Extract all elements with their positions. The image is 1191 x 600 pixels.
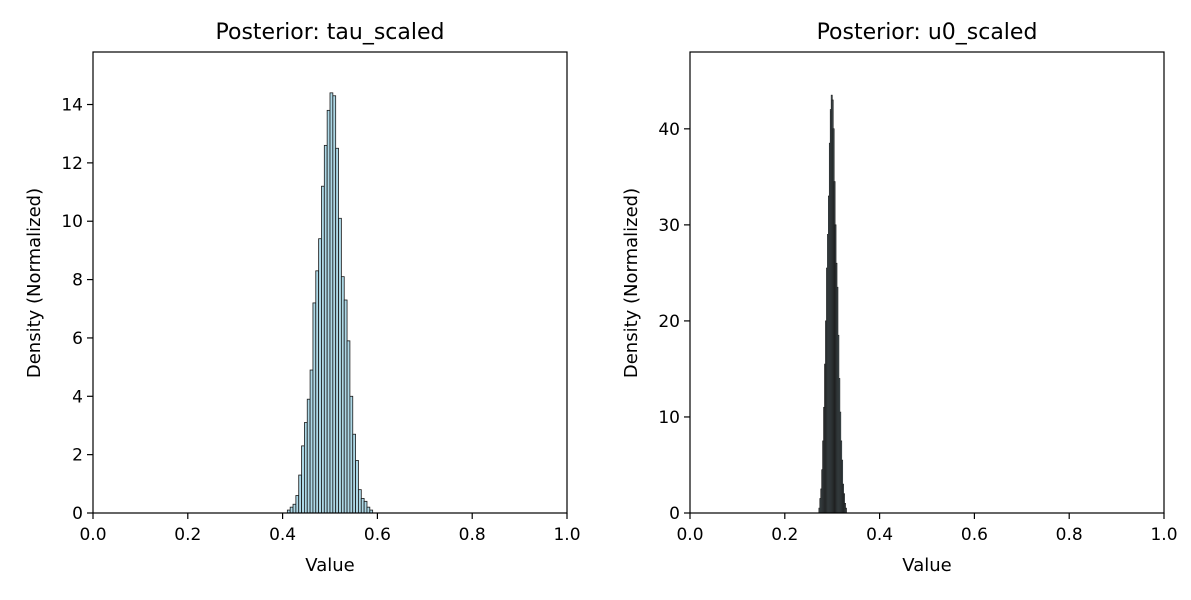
tau-scaled-y-tick-label: 14 — [61, 96, 83, 116]
u0-scaled-y-tick-label: 0 — [669, 504, 680, 524]
tau-scaled-x-axis-label: Value — [305, 555, 354, 576]
u0-scaled-y-tick-label: 30 — [658, 216, 680, 236]
tau-scaled-plot-frame — [92, 51, 568, 514]
u0-scaled-bar — [845, 507, 847, 514]
tau-scaled-x-tick-label: 0.8 — [459, 525, 486, 545]
u0-scaled-x-tick-label: 0.6 — [961, 525, 988, 545]
tau-scaled-y-tick-label: 2 — [72, 446, 83, 466]
u0-scaled-y-ticks: 0 10 20 30 40 — [658, 120, 690, 524]
tau-scaled-bar — [335, 147, 339, 514]
tau-scaled-bar — [312, 302, 317, 514]
tau-scaled-y-axis-label: Density (Normalized) — [24, 188, 45, 378]
tau-scaled-bar — [321, 185, 325, 514]
u0-scaled-x-axis-label: Value — [902, 555, 951, 576]
u0-scaled-x-tick-label: 1.0 — [1150, 525, 1177, 545]
tau-scaled-bar — [303, 422, 308, 514]
tau-scaled-bar — [349, 395, 354, 514]
tau-scaled-bar — [338, 217, 342, 514]
u0-scaled-x-tick-label: 0.0 — [676, 525, 703, 545]
tau-scaled-y-tick-label: 4 — [72, 387, 83, 407]
u0-scaled-y-tick-label: 40 — [658, 120, 680, 140]
tau-scaled-bar — [340, 276, 345, 514]
tau-scaled-bar — [318, 238, 322, 514]
tau-scaled-y-ticks: 0 2 4 6 8 10 12 14 — [61, 96, 93, 524]
u0-scaled-title: Posterior: u0_scaled — [817, 20, 1038, 45]
tau-scaled-x-ticks: 0.0 0.2 0.4 0.6 0.8 1.0 — [79, 513, 581, 545]
tau-scaled-y-tick-label: 8 — [72, 271, 83, 291]
u0-scaled-x-tick-label: 0.4 — [866, 525, 893, 545]
tau-scaled-bar — [346, 340, 351, 514]
tau-scaled-x-tick-label: 1.0 — [553, 525, 580, 545]
tau-scaled-y-tick-label: 6 — [72, 329, 83, 349]
tau-scaled-bar — [306, 398, 311, 514]
tau-scaled-x-tick-label: 0.0 — [79, 525, 106, 545]
tau-scaled-y-tick-label: 10 — [61, 212, 83, 232]
tau-scaled-bar — [309, 369, 314, 514]
tau-scaled-bar — [343, 299, 348, 514]
tau-scaled-y-tick-label: 12 — [61, 154, 83, 174]
tau-scaled-bar — [323, 144, 328, 514]
tau-scaled-x-tick-label: 0.2 — [174, 525, 201, 545]
tau-scaled-bar — [360, 498, 365, 514]
tau-scaled-bar — [366, 506, 371, 514]
tau-scaled-bar — [363, 500, 368, 514]
tau-scaled-bar — [329, 92, 334, 514]
u0-scaled-plot-frame — [689, 51, 1165, 514]
u0-scaled-x-tick-label: 0.8 — [1056, 525, 1083, 545]
u0-scaled-x-ticks: 0.0 0.2 0.4 0.6 0.8 1.0 — [676, 513, 1178, 545]
tau-scaled-bar — [352, 433, 356, 514]
tau-scaled-bar — [326, 109, 331, 514]
tau-scaled-x-tick-label: 0.6 — [364, 525, 391, 545]
tau-scaled-y-tick-label: 0 — [72, 504, 83, 524]
tau-scaled-bar — [301, 445, 305, 514]
tau-scaled-bar — [289, 506, 294, 514]
tau-scaled-bar — [355, 460, 359, 514]
tau-scaled-panel: Posterior: tau_scaled 0.0 0.2 0.4 0.6 0.8 1.0… — [24, 20, 581, 576]
u0-scaled-x-tick-label: 0.2 — [771, 525, 798, 545]
tau-scaled-bar — [332, 95, 337, 514]
tau-scaled-bar — [295, 495, 300, 514]
u0-scaled-y-tick-label: 10 — [658, 408, 680, 428]
u0-scaled-panel: Posterior: u0_scaled 0.0 0.2 0.4 0.6 0.8 1.0 … — [621, 20, 1178, 576]
tau-scaled-title: Posterior: tau_scaled — [216, 20, 445, 45]
u0-scaled-y-tick-label: 20 — [658, 312, 680, 332]
tau-scaled-bar — [358, 489, 362, 514]
tau-scaled-bar — [315, 270, 320, 514]
tau-scaled-x-tick-label: 0.4 — [269, 525, 296, 545]
u0-scaled-y-axis-label: Density (Normalized) — [621, 188, 642, 378]
tau-scaled-bar — [292, 503, 297, 514]
tau-scaled-bar — [298, 474, 302, 514]
